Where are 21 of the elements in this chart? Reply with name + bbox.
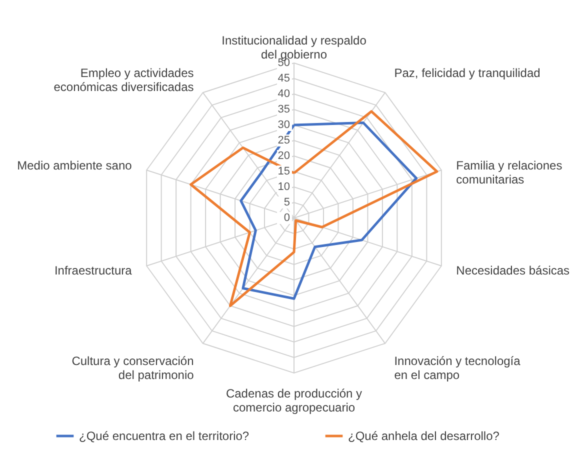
y-tick-label: 35 <box>278 104 290 116</box>
legend-label: ¿Qué encuentra en el territorio? <box>79 429 250 443</box>
y-tick-label: 5 <box>284 196 290 208</box>
spoke-label: Innovación y tecnología en el campo <box>394 354 521 382</box>
y-tick-label: 30 <box>278 119 290 131</box>
y-tick-label: 40 <box>278 88 290 100</box>
spoke-label: Familia y relaciones comunitarias <box>456 158 562 186</box>
y-tick-label: 20 <box>278 150 290 162</box>
spoke-label: Empleo y actividades económicas diversificadas <box>54 66 194 94</box>
y-tick-label: 25 <box>278 134 290 146</box>
y-tick-label: 10 <box>278 181 290 193</box>
spoke-label: Medio ambiente sano <box>17 158 132 172</box>
spoke-label: Infraestructura <box>54 264 132 278</box>
spoke-label: Cultura y conservación del patrimonio <box>72 354 194 382</box>
spoke-label: Cadenas de producción y comercio agropecuario <box>226 386 362 414</box>
spoke-label: Necesidades básicas <box>456 264 570 278</box>
spoke-label: Paz, felicidad y tranquilidad <box>394 66 540 80</box>
y-tick-label: 0 <box>284 212 290 224</box>
y-tick-label: 45 <box>278 72 290 84</box>
y-tick-label: 15 <box>278 166 290 178</box>
legend-label: ¿Qué anhela del desarrollo? <box>348 429 500 443</box>
